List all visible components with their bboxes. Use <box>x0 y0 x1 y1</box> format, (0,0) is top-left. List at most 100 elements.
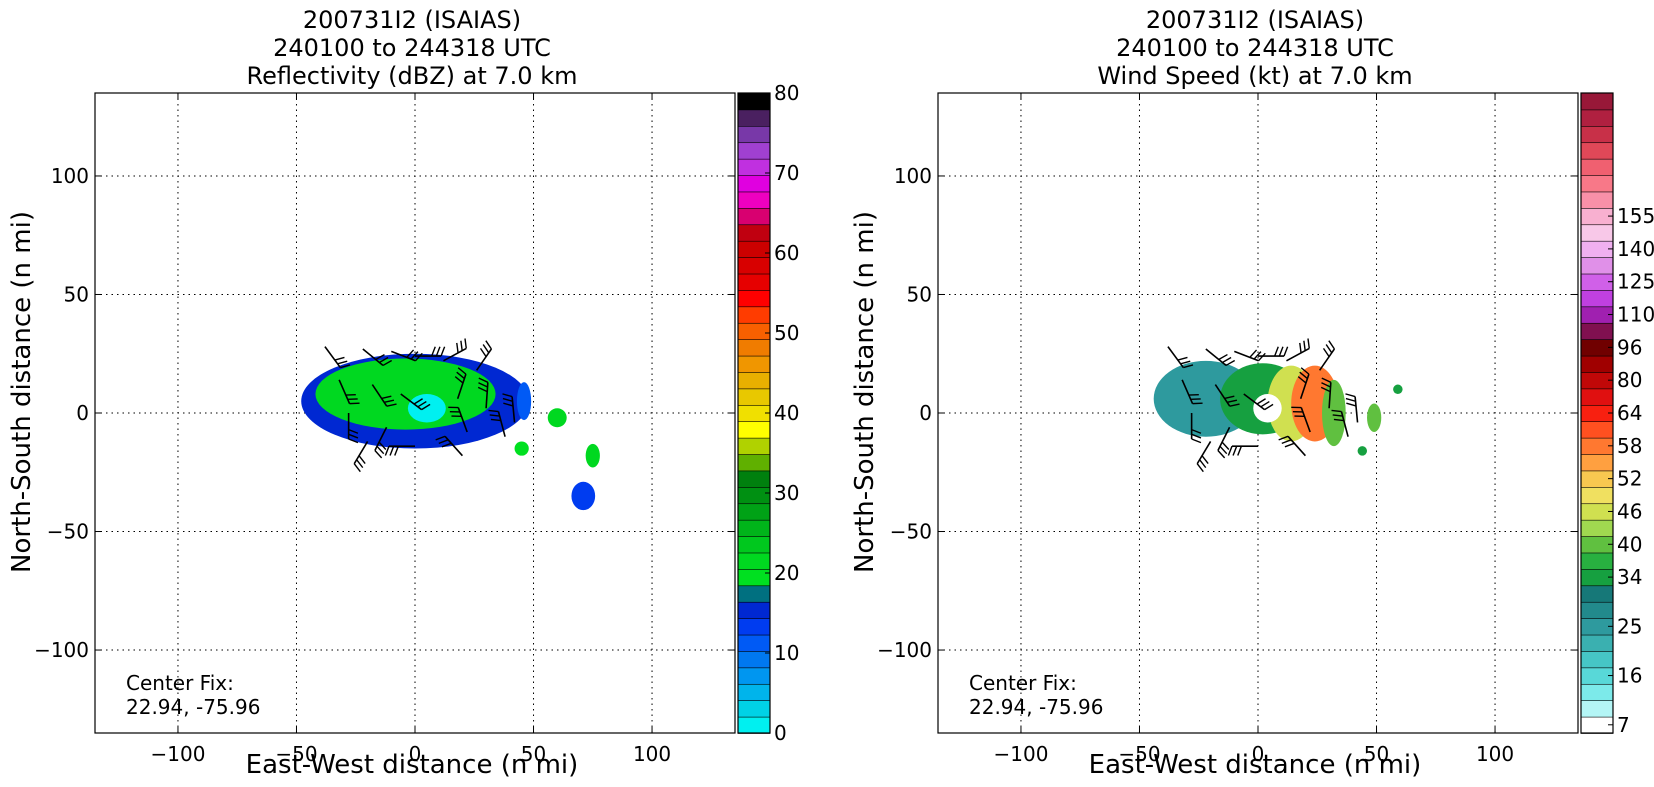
wind-barb <box>1278 435 1307 457</box>
title-line-3: Reflectivity (dBZ) at 7.0 km <box>247 62 578 90</box>
colorbar-segment <box>737 617 771 636</box>
wind-barb <box>443 338 467 362</box>
data-region <box>1357 446 1368 456</box>
colorbar-segment <box>737 240 771 258</box>
colorbar-segment <box>737 568 771 587</box>
colorbar-segment <box>737 552 771 570</box>
colorbar-segment <box>1580 92 1614 111</box>
colorbar-segment <box>737 92 771 111</box>
colorbar-segment <box>1580 453 1614 472</box>
colorbar-tick-label: 7 <box>1617 713 1630 737</box>
colorbar-segment <box>737 420 771 439</box>
colorbar-segment <box>1580 601 1614 619</box>
colorbar-segment <box>1580 256 1614 275</box>
x-tick-label: 50 <box>521 742 546 766</box>
x-tick-label: −100 <box>150 742 205 766</box>
colorbar-segment <box>737 109 771 127</box>
wind-barb <box>1291 406 1311 433</box>
colorbar-segment <box>1580 141 1614 160</box>
y-axis-label: North-South distance (n mi) <box>7 211 37 573</box>
reflectivity-panel: 200731I2 (ISAIAS) 240100 to 244318 UTC R… <box>7 6 799 780</box>
colorbar-segment <box>737 191 771 209</box>
title-line-2: 240100 to 244318 UTC <box>273 34 551 62</box>
colorbar-tick-label: 155 <box>1617 204 1654 228</box>
wind-barb <box>1258 346 1289 357</box>
wind-barb <box>1320 377 1332 409</box>
colorbar-segment <box>737 634 771 652</box>
colorbar-segment <box>1580 683 1614 701</box>
y-tick-label: 100 <box>894 164 932 188</box>
colorbar-tick-label: 25 <box>1617 614 1642 638</box>
data-region <box>1322 379 1346 447</box>
wind-speed-colorbar: 7 16 25 34 40 46 52 58 64 80 96 110 125 140 155 <box>1580 92 1654 737</box>
colorbar-segment <box>737 306 771 324</box>
title-line-3: Wind Speed (kt) at 7.0 km <box>1097 62 1412 90</box>
colorbar-segment <box>737 371 771 390</box>
x-tick-label: 100 <box>633 742 671 766</box>
colorbar-segment <box>737 388 771 406</box>
x-axis-label: East-West distance (n mi) <box>1089 750 1422 780</box>
colorbar-tick-label: 70 <box>774 161 799 185</box>
data-region <box>571 481 596 511</box>
colorbar-segment <box>737 289 771 308</box>
colorbar-segment <box>737 338 771 357</box>
colorbar-segment <box>737 699 771 718</box>
colorbar-segment <box>737 585 771 603</box>
wind-barb <box>1331 409 1349 437</box>
wind-barb <box>1190 413 1202 444</box>
colorbar-segment <box>1580 158 1614 176</box>
reflectivity-colorbar: 0 10 20 30 40 50 60 70 80 <box>737 81 799 745</box>
colorbar-tick-label: 140 <box>1617 237 1654 261</box>
x-tick-label: −50 <box>1118 742 1160 766</box>
colorbar-segment <box>1580 109 1614 127</box>
colorbar-segment <box>737 502 771 521</box>
y-axis-ticks: −100 −50 0 50 100 <box>877 164 1578 662</box>
wind-barb <box>347 413 359 444</box>
wind-barb <box>1297 367 1310 400</box>
wind-barb <box>353 441 369 473</box>
wind-barb <box>1227 445 1258 456</box>
y-tick-label: 0 <box>919 401 932 425</box>
wind-barb <box>1234 349 1266 362</box>
wind-barb <box>1217 426 1231 459</box>
wind-barb <box>448 406 468 433</box>
x-tick-label: 0 <box>409 742 422 766</box>
colorbar-segment <box>737 355 771 373</box>
colorbar-segment <box>1580 174 1614 193</box>
colorbar-segment <box>1580 322 1614 340</box>
wind-barb <box>477 377 489 409</box>
data-field <box>1153 338 1403 473</box>
colorbar-segment <box>1580 191 1614 209</box>
colorbar-tick-label: 80 <box>1617 368 1642 392</box>
wind-speed-plot-area <box>937 92 1579 734</box>
colorbar-segment <box>1580 634 1614 652</box>
colorbar-segment <box>1580 388 1614 406</box>
colorbar-segment <box>737 207 771 226</box>
data-region <box>585 443 600 468</box>
title-line-2: 240100 to 244318 UTC <box>1116 34 1394 62</box>
wind-barb <box>1205 348 1236 367</box>
wind-barb <box>338 379 360 405</box>
data-region <box>1367 403 1382 432</box>
colorbar-segment <box>1580 585 1614 603</box>
title-line-1: 200731I2 (ISAIAS) <box>1146 6 1364 34</box>
wind-barb <box>400 393 431 411</box>
colorbar-segment <box>737 453 771 472</box>
colorbar-tick-label: 52 <box>1617 467 1642 491</box>
colorbar-segment <box>1580 125 1614 144</box>
data-region <box>315 358 496 430</box>
colorbar-segment <box>1580 552 1614 570</box>
colorbar-segment <box>1580 223 1614 242</box>
wind-barb <box>1345 393 1359 423</box>
colorbar-segment <box>1580 420 1614 439</box>
colorbar-tick-label: 64 <box>1617 401 1642 425</box>
wind-barb <box>1167 346 1194 369</box>
colorbar-segment <box>737 716 771 734</box>
wind-barb <box>384 445 415 456</box>
data-region <box>407 394 446 423</box>
colorbar-segment <box>1580 289 1614 308</box>
x-tick-label: −50 <box>275 742 317 766</box>
y-tick-label: −50 <box>890 520 932 544</box>
colorbar-segment <box>737 256 771 275</box>
